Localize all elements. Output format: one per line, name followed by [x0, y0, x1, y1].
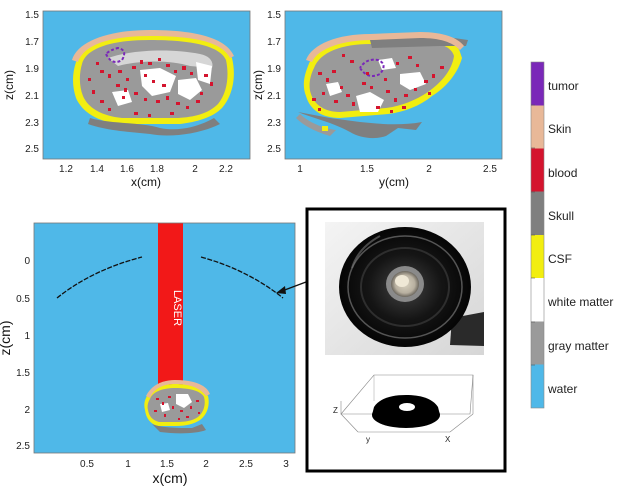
sagittal-x-ticks: 1 1.5 2 2.5	[297, 164, 497, 175]
axis-x-label: X	[445, 435, 451, 444]
y-tick-label: 2.1	[267, 91, 281, 102]
setup-panel: LASER 0 0.5 1 1.5 2 2.5 0.5 1	[0, 222, 296, 486]
x-tick-label: 1.4	[90, 164, 104, 175]
laser-beam	[158, 223, 183, 393]
ring-detector-arc-right	[200, 256, 284, 299]
y-tick-label: 1.5	[16, 368, 30, 379]
sagittal-panel: 1.5 1.7 1.9 2.1 2.3 2.5 1 1.5 2 2.5 y(cm…	[251, 10, 503, 189]
y-tick-label: 1.5	[267, 10, 281, 21]
legend-label-skin: Skin	[548, 122, 571, 136]
sagittal-brain-slice	[296, 32, 468, 139]
coronal-y-ticks: 1.5 1.7 1.9 2.1 2.3 2.5	[25, 10, 39, 155]
sagittal-y-axis-label: z(cm)	[251, 70, 265, 100]
x-tick-label: 2.5	[239, 459, 253, 470]
y-tick-label: 1.9	[267, 64, 281, 75]
coronal-panel: 1.5 1.7 1.9 2.1 2.3 2.5 1.2 1.4 1.6 1.8 …	[2, 10, 251, 189]
ring-detector-photo	[325, 222, 484, 355]
y-tick-label: 2.1	[25, 91, 39, 102]
x-tick-label: 2	[192, 164, 198, 175]
legend-label-tumor: tumor	[548, 79, 579, 93]
x-tick-label: 1.8	[150, 164, 164, 175]
3d-schematic: Z y X	[333, 374, 474, 444]
y-tick-label: 0	[24, 256, 30, 267]
setup-brain-slice	[144, 380, 210, 434]
x-tick-label: 2	[426, 164, 432, 175]
x-tick-label: 3	[283, 459, 289, 470]
ring-detector-arc-left	[56, 256, 143, 299]
y-tick-label: 2.3	[25, 118, 39, 129]
y-tick-label: 1.7	[267, 37, 281, 48]
y-tick-label: 1.9	[25, 64, 39, 75]
setup-y-ticks: 0 0.5 1 1.5 2 2.5	[16, 256, 30, 452]
detector-arrow	[276, 281, 307, 294]
coronal-y-axis-label: z(cm)	[2, 70, 16, 100]
x-tick-label: 1.2	[59, 164, 73, 175]
inset-box: Z y X	[305, 207, 507, 473]
y-tick-label: 2.3	[267, 118, 281, 129]
y-tick-label: 2.5	[25, 144, 39, 155]
axis-z-label: Z	[333, 406, 338, 415]
legend-label-water: water	[547, 382, 577, 396]
setup-y-axis-label: z(cm)	[0, 321, 13, 356]
y-tick-label: 1.7	[25, 37, 39, 48]
legend: tumor Skin blood Skull CSF white matter …	[530, 61, 613, 409]
legend-label-skull: Skull	[548, 209, 574, 223]
y-tick-label: 2.5	[267, 144, 281, 155]
x-tick-label: 1.6	[120, 164, 134, 175]
y-tick-label: 2.5	[16, 441, 30, 452]
x-tick-label: 0.5	[80, 459, 94, 470]
coronal-x-axis-label: x(cm)	[131, 175, 161, 189]
y-tick-label: 2	[24, 405, 30, 416]
setup-x-ticks: 0.5 1 1.5 2 2.5 3	[80, 459, 289, 470]
y-tick-label: 1.5	[25, 10, 39, 21]
legend-label-gray-matter: gray matter	[548, 339, 609, 353]
x-tick-label: 2.5	[483, 164, 497, 175]
x-tick-label: 1.5	[160, 459, 174, 470]
sagittal-y-ticks: 1.5 1.7 1.9 2.1 2.3 2.5	[267, 10, 281, 155]
legend-label-csf: CSF	[548, 252, 572, 266]
x-tick-label: 1.5	[360, 164, 374, 175]
axis-y-label: y	[366, 435, 370, 444]
legend-label-white-matter: white matter	[547, 295, 613, 309]
coronal-brain-slice	[72, 30, 234, 136]
coronal-x-ticks: 1.2 1.4 1.6 1.8 2 2.2	[59, 164, 233, 175]
x-tick-label: 1	[297, 164, 303, 175]
x-tick-label: 1	[125, 459, 131, 470]
x-tick-label: 2	[203, 459, 209, 470]
sagittal-x-axis-label: y(cm)	[379, 175, 409, 189]
y-tick-label: 0.5	[16, 294, 30, 305]
laser-label: LASER	[171, 290, 183, 326]
setup-x-axis-label: x(cm)	[153, 470, 188, 486]
legend-label-blood: blood	[548, 166, 577, 180]
y-tick-label: 1	[24, 331, 30, 342]
x-tick-label: 2.2	[219, 164, 233, 175]
